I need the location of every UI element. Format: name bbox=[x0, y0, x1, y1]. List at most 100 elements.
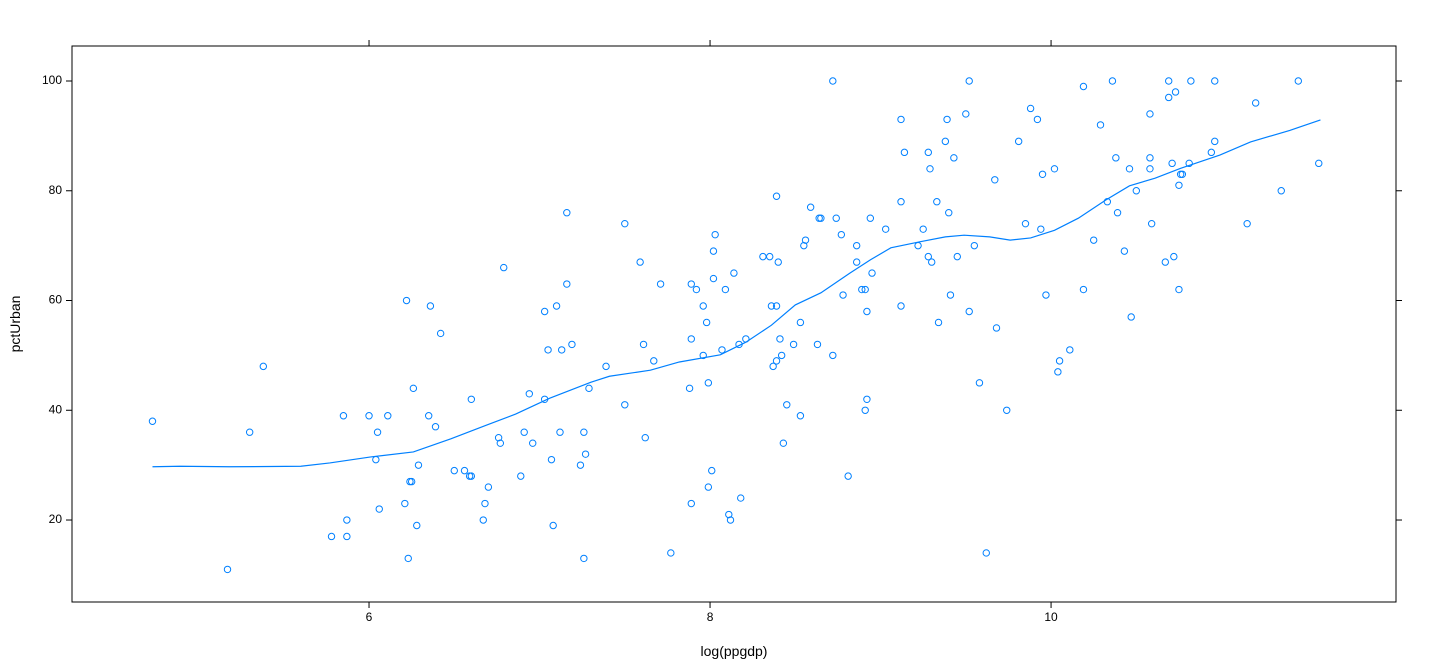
point bbox=[540, 307, 549, 316]
point bbox=[767, 302, 776, 310]
point bbox=[500, 263, 508, 272]
point bbox=[517, 472, 525, 480]
point bbox=[946, 291, 955, 299]
point bbox=[687, 335, 695, 343]
point bbox=[1147, 219, 1156, 228]
point bbox=[549, 521, 557, 530]
point bbox=[656, 280, 665, 288]
point bbox=[402, 296, 411, 305]
point bbox=[339, 412, 348, 420]
point bbox=[1042, 291, 1050, 299]
point bbox=[585, 384, 593, 393]
point bbox=[544, 346, 552, 354]
y-tick-label: 60 bbox=[49, 293, 63, 307]
point bbox=[897, 198, 905, 206]
point bbox=[1178, 170, 1187, 178]
point bbox=[796, 412, 805, 420]
x-tick-label: 10 bbox=[1044, 610, 1058, 624]
point bbox=[1066, 346, 1074, 354]
point bbox=[852, 241, 861, 250]
point bbox=[409, 384, 418, 393]
point bbox=[868, 269, 876, 277]
point bbox=[1120, 247, 1129, 255]
point bbox=[950, 154, 958, 162]
point bbox=[801, 236, 810, 244]
point bbox=[953, 252, 961, 261]
point bbox=[547, 455, 556, 464]
point bbox=[1096, 121, 1105, 129]
point bbox=[776, 335, 784, 343]
smooth-line bbox=[152, 119, 1321, 468]
point bbox=[813, 340, 822, 349]
point bbox=[552, 302, 561, 310]
point bbox=[425, 412, 433, 420]
point bbox=[245, 428, 254, 436]
point bbox=[721, 285, 730, 294]
point bbox=[934, 318, 943, 327]
point bbox=[460, 466, 469, 475]
point bbox=[1037, 225, 1045, 233]
point bbox=[806, 203, 815, 211]
point bbox=[982, 549, 990, 557]
point bbox=[975, 379, 984, 387]
point bbox=[484, 483, 493, 491]
point bbox=[837, 230, 846, 239]
point bbox=[1079, 285, 1088, 294]
point bbox=[866, 214, 875, 222]
point bbox=[1207, 148, 1216, 157]
point bbox=[558, 346, 566, 354]
point bbox=[1211, 77, 1219, 85]
point bbox=[520, 428, 528, 436]
point bbox=[1294, 77, 1302, 85]
plot-frame bbox=[71, 45, 1397, 603]
point bbox=[401, 499, 409, 508]
y-tick-label: 40 bbox=[49, 402, 63, 416]
point bbox=[525, 390, 534, 398]
point bbox=[1033, 115, 1042, 124]
point bbox=[709, 274, 718, 283]
point bbox=[858, 285, 866, 294]
point bbox=[414, 461, 423, 469]
point bbox=[685, 384, 694, 393]
point bbox=[687, 280, 695, 288]
point bbox=[965, 77, 973, 85]
point bbox=[413, 521, 421, 530]
point bbox=[839, 291, 847, 299]
point bbox=[991, 176, 999, 184]
point bbox=[704, 379, 713, 387]
point bbox=[580, 428, 588, 436]
point bbox=[1026, 104, 1035, 113]
point bbox=[365, 412, 373, 420]
point bbox=[372, 455, 380, 464]
point bbox=[1185, 159, 1193, 168]
y-tick-label: 100 bbox=[42, 73, 62, 87]
point bbox=[343, 532, 351, 541]
point bbox=[1146, 154, 1154, 162]
point bbox=[667, 549, 675, 557]
point bbox=[1175, 181, 1183, 189]
point bbox=[769, 362, 777, 371]
point bbox=[943, 115, 951, 124]
point bbox=[704, 483, 713, 491]
point bbox=[431, 423, 440, 431]
point bbox=[1251, 99, 1260, 107]
point bbox=[699, 302, 707, 310]
point bbox=[726, 516, 735, 524]
point bbox=[933, 198, 941, 206]
point bbox=[1132, 187, 1141, 195]
point bbox=[861, 285, 869, 294]
point bbox=[467, 395, 476, 403]
point bbox=[1211, 137, 1219, 146]
point bbox=[711, 230, 719, 239]
point bbox=[1054, 368, 1062, 376]
point bbox=[779, 439, 788, 447]
point bbox=[844, 472, 852, 480]
point bbox=[1187, 77, 1195, 85]
point bbox=[965, 307, 973, 316]
point bbox=[1161, 258, 1170, 266]
point bbox=[783, 401, 791, 409]
point bbox=[941, 137, 950, 146]
point bbox=[759, 252, 767, 261]
point bbox=[863, 307, 871, 316]
point bbox=[772, 357, 781, 365]
